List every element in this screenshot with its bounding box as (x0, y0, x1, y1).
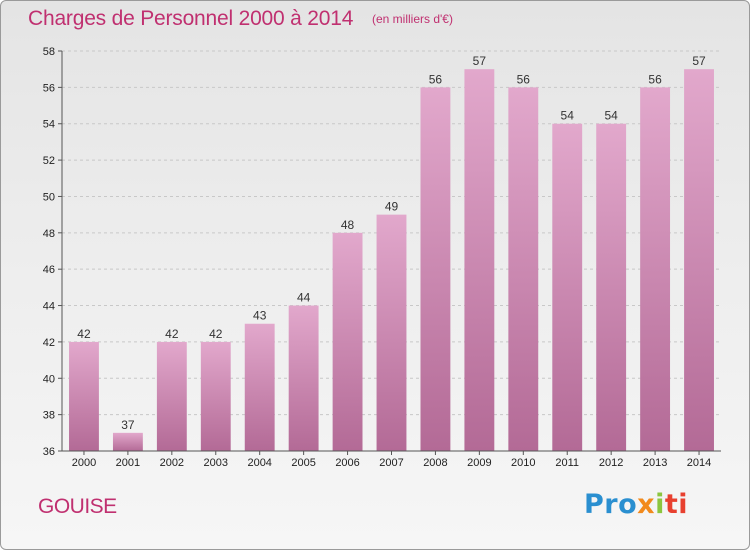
value-label: 42 (165, 327, 179, 341)
bars (69, 69, 714, 452)
value-label: 49 (385, 200, 399, 214)
value-label: 43 (253, 309, 267, 323)
y-tick-label: 42 (43, 337, 55, 349)
y-tick-label: 54 (43, 119, 55, 131)
bar-2006 (332, 232, 363, 451)
logo-part-pro: Pro (584, 489, 638, 520)
value-label: 54 (561, 109, 575, 123)
y-tick-label: 44 (43, 301, 55, 313)
bar-2008 (420, 87, 451, 451)
bar-2014 (684, 69, 714, 451)
value-label: 42 (77, 327, 91, 341)
x-tick-label: 2012 (599, 457, 623, 469)
bar-2012 (596, 123, 627, 452)
y-tick-label: 36 (43, 446, 55, 458)
x-tick-label: 2004 (247, 457, 271, 469)
x-tick-label: 2007 (379, 457, 403, 469)
bar-2003 (200, 341, 231, 451)
y-tick-label: 38 (43, 410, 55, 422)
value-label: 56 (429, 72, 443, 86)
x-tick-label: 2014 (687, 457, 711, 469)
value-labels: 42 37 42 42 43 44 48 49 56 57 56 54 54 56 57 (77, 54, 706, 432)
y-tick-label: 50 (43, 191, 55, 203)
x-tick-label: 2006 (335, 457, 359, 469)
chart-subtitle: (en milliers d'€) (372, 12, 453, 26)
x-tick-label: 2000 (72, 457, 96, 469)
y-tick-label: 40 (43, 373, 55, 385)
axes: 36 38 40 42 44 46 48 50 52 54 56 58 2000 2001 2002 2003… (43, 46, 721, 469)
y-tick-label: 56 (43, 82, 55, 94)
bar-2013 (640, 87, 671, 451)
x-tick-label: 2003 (204, 457, 228, 469)
place-name: GOUISE (38, 495, 117, 518)
value-label: 54 (604, 109, 618, 123)
bar-2002 (156, 341, 187, 451)
x-tick-label: 2001 (116, 457, 140, 469)
bar-2010 (508, 87, 539, 451)
x-tick-label: 2013 (643, 457, 667, 469)
value-label: 44 (297, 291, 311, 305)
proxiti-logo: Proxiti (584, 489, 688, 520)
y-tick-label: 58 (43, 46, 55, 58)
value-label: 57 (473, 54, 487, 68)
x-tick-label: 2008 (423, 457, 447, 469)
chart-title: Charges de Personnel 2000 à 2014 (28, 7, 354, 30)
value-label: 56 (517, 72, 531, 86)
value-label: 42 (209, 327, 223, 341)
bar-2004 (244, 323, 275, 451)
bar-2011 (552, 123, 583, 452)
value-label: 37 (121, 418, 135, 432)
bar-2009 (464, 69, 495, 451)
x-tick-label: 2002 (160, 457, 184, 469)
bar-2007 (376, 214, 407, 451)
logo-part-ti: ti (664, 489, 689, 520)
x-tick-label: 2010 (511, 457, 535, 469)
bar-2000 (69, 341, 99, 451)
logo-part-x: x (637, 489, 656, 520)
value-label: 48 (341, 218, 355, 232)
y-tick-label: 52 (43, 155, 55, 167)
logo-part-i: i (655, 489, 665, 520)
y-tick-label: 48 (43, 228, 55, 240)
x-tick-label: 2009 (467, 457, 491, 469)
x-tick-label: 2011 (555, 457, 579, 469)
x-tick-label: 2005 (291, 457, 315, 469)
bar-2005 (288, 305, 319, 451)
value-label: 57 (692, 54, 706, 68)
bar-2001 (112, 432, 143, 451)
value-label: 56 (648, 72, 662, 86)
y-tick-label: 46 (43, 264, 55, 276)
